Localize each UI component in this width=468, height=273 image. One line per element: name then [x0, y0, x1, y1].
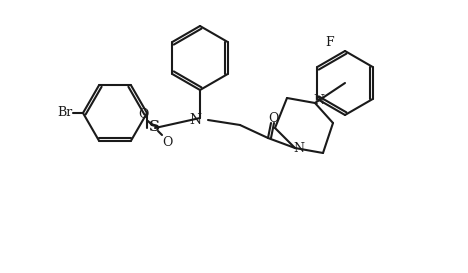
Text: O: O [162, 135, 172, 149]
Text: N: N [293, 141, 305, 155]
Text: S: S [149, 120, 161, 134]
Text: Br: Br [58, 106, 73, 120]
Text: N: N [189, 113, 201, 127]
Text: O: O [138, 108, 148, 120]
Text: F: F [326, 37, 334, 49]
Text: O: O [268, 111, 278, 124]
Text: N: N [314, 94, 324, 108]
